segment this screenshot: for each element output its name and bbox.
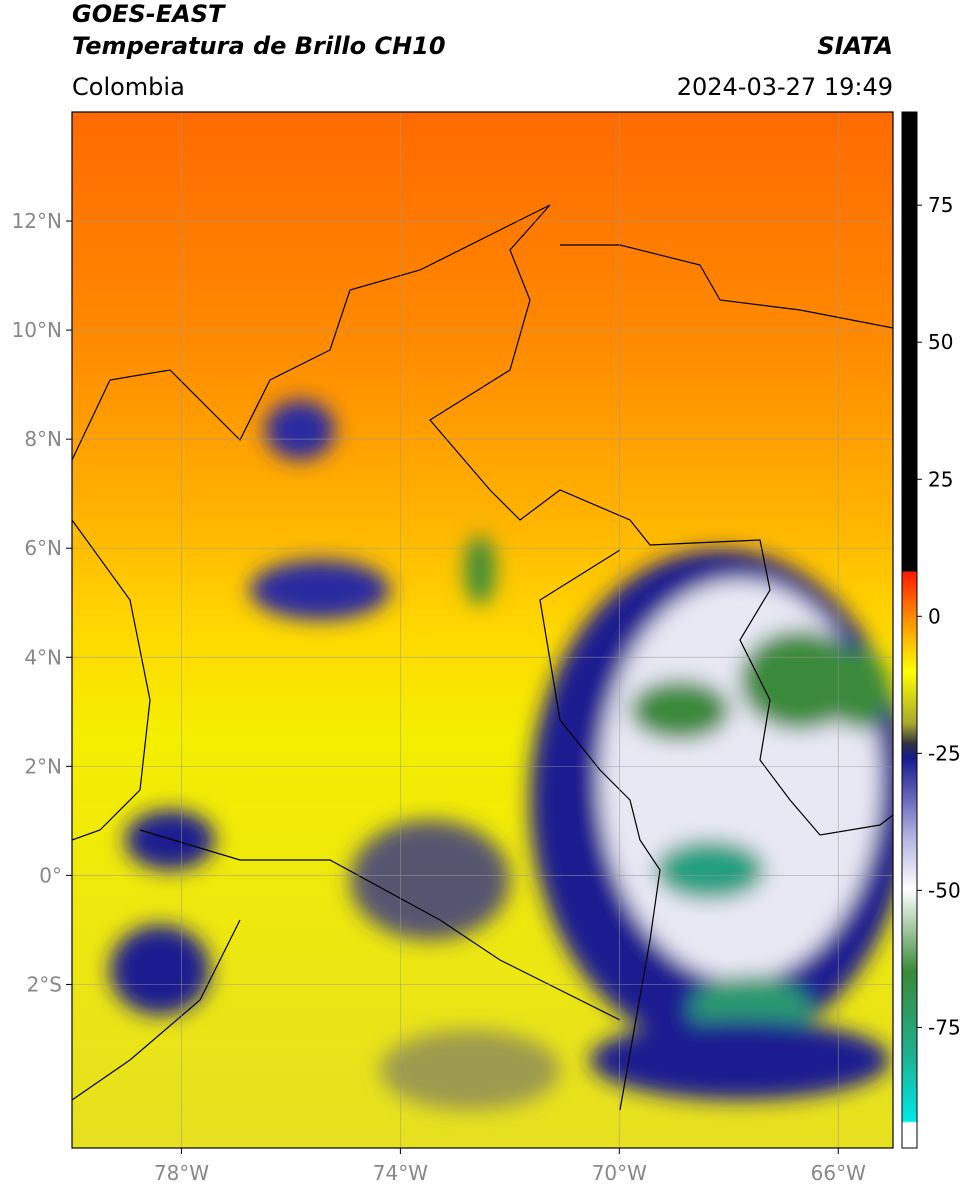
- lat-tick-label: 10°N: [12, 318, 62, 342]
- borders: [72, 204, 893, 1111]
- lat-tick-label: 6°N: [24, 536, 62, 560]
- lat-tick-label: 4°N: [24, 645, 62, 669]
- grid: [72, 112, 893, 1148]
- datetime: 2024-03-27 19:49: [677, 73, 893, 101]
- region: Colombia: [72, 73, 185, 101]
- axis-ticks: 78°W 74°W 70°W 66°W 12°N 10°N 8°N 6°N 4°N 2°N 0° 2°…: [12, 209, 867, 1185]
- subtitle: Temperatura de Brillo CH10: [72, 32, 446, 60]
- colorbar-tick-label: -50: [928, 878, 961, 902]
- lat-tick-label: 2°S: [27, 972, 62, 996]
- lat-tick-label: 8°N: [24, 427, 62, 451]
- lon-tick-label: 70°W: [592, 1161, 647, 1185]
- colorbar-tick-label: -25: [928, 741, 961, 765]
- title: GOES-EAST: [72, 0, 226, 28]
- satellite-image: [72, 112, 893, 1148]
- colorbar-tick-label: 0: [928, 604, 941, 628]
- colorbar-tick-label: 25: [928, 467, 953, 491]
- lat-tick-label: 12°N: [12, 209, 62, 233]
- lat-tick-label: 0°: [39, 863, 62, 887]
- colorbar-tick-label: 50: [928, 330, 953, 354]
- lat-tick-label: 2°N: [24, 754, 62, 778]
- map-frame: [71, 111, 894, 1149]
- lon-tick-label: 74°W: [373, 1161, 428, 1185]
- lon-tick-label: 66°W: [811, 1161, 866, 1185]
- colorbar-ticks: 75 50 25 0 -25 -50 -75: [917, 193, 961, 1039]
- colorbar: [901, 111, 918, 1149]
- colorbar-tick-label: 75: [928, 193, 953, 217]
- source: SIATA: [817, 32, 893, 60]
- colorbar-tick-label: -75: [928, 1015, 961, 1039]
- lon-tick-label: 78°W: [154, 1161, 209, 1185]
